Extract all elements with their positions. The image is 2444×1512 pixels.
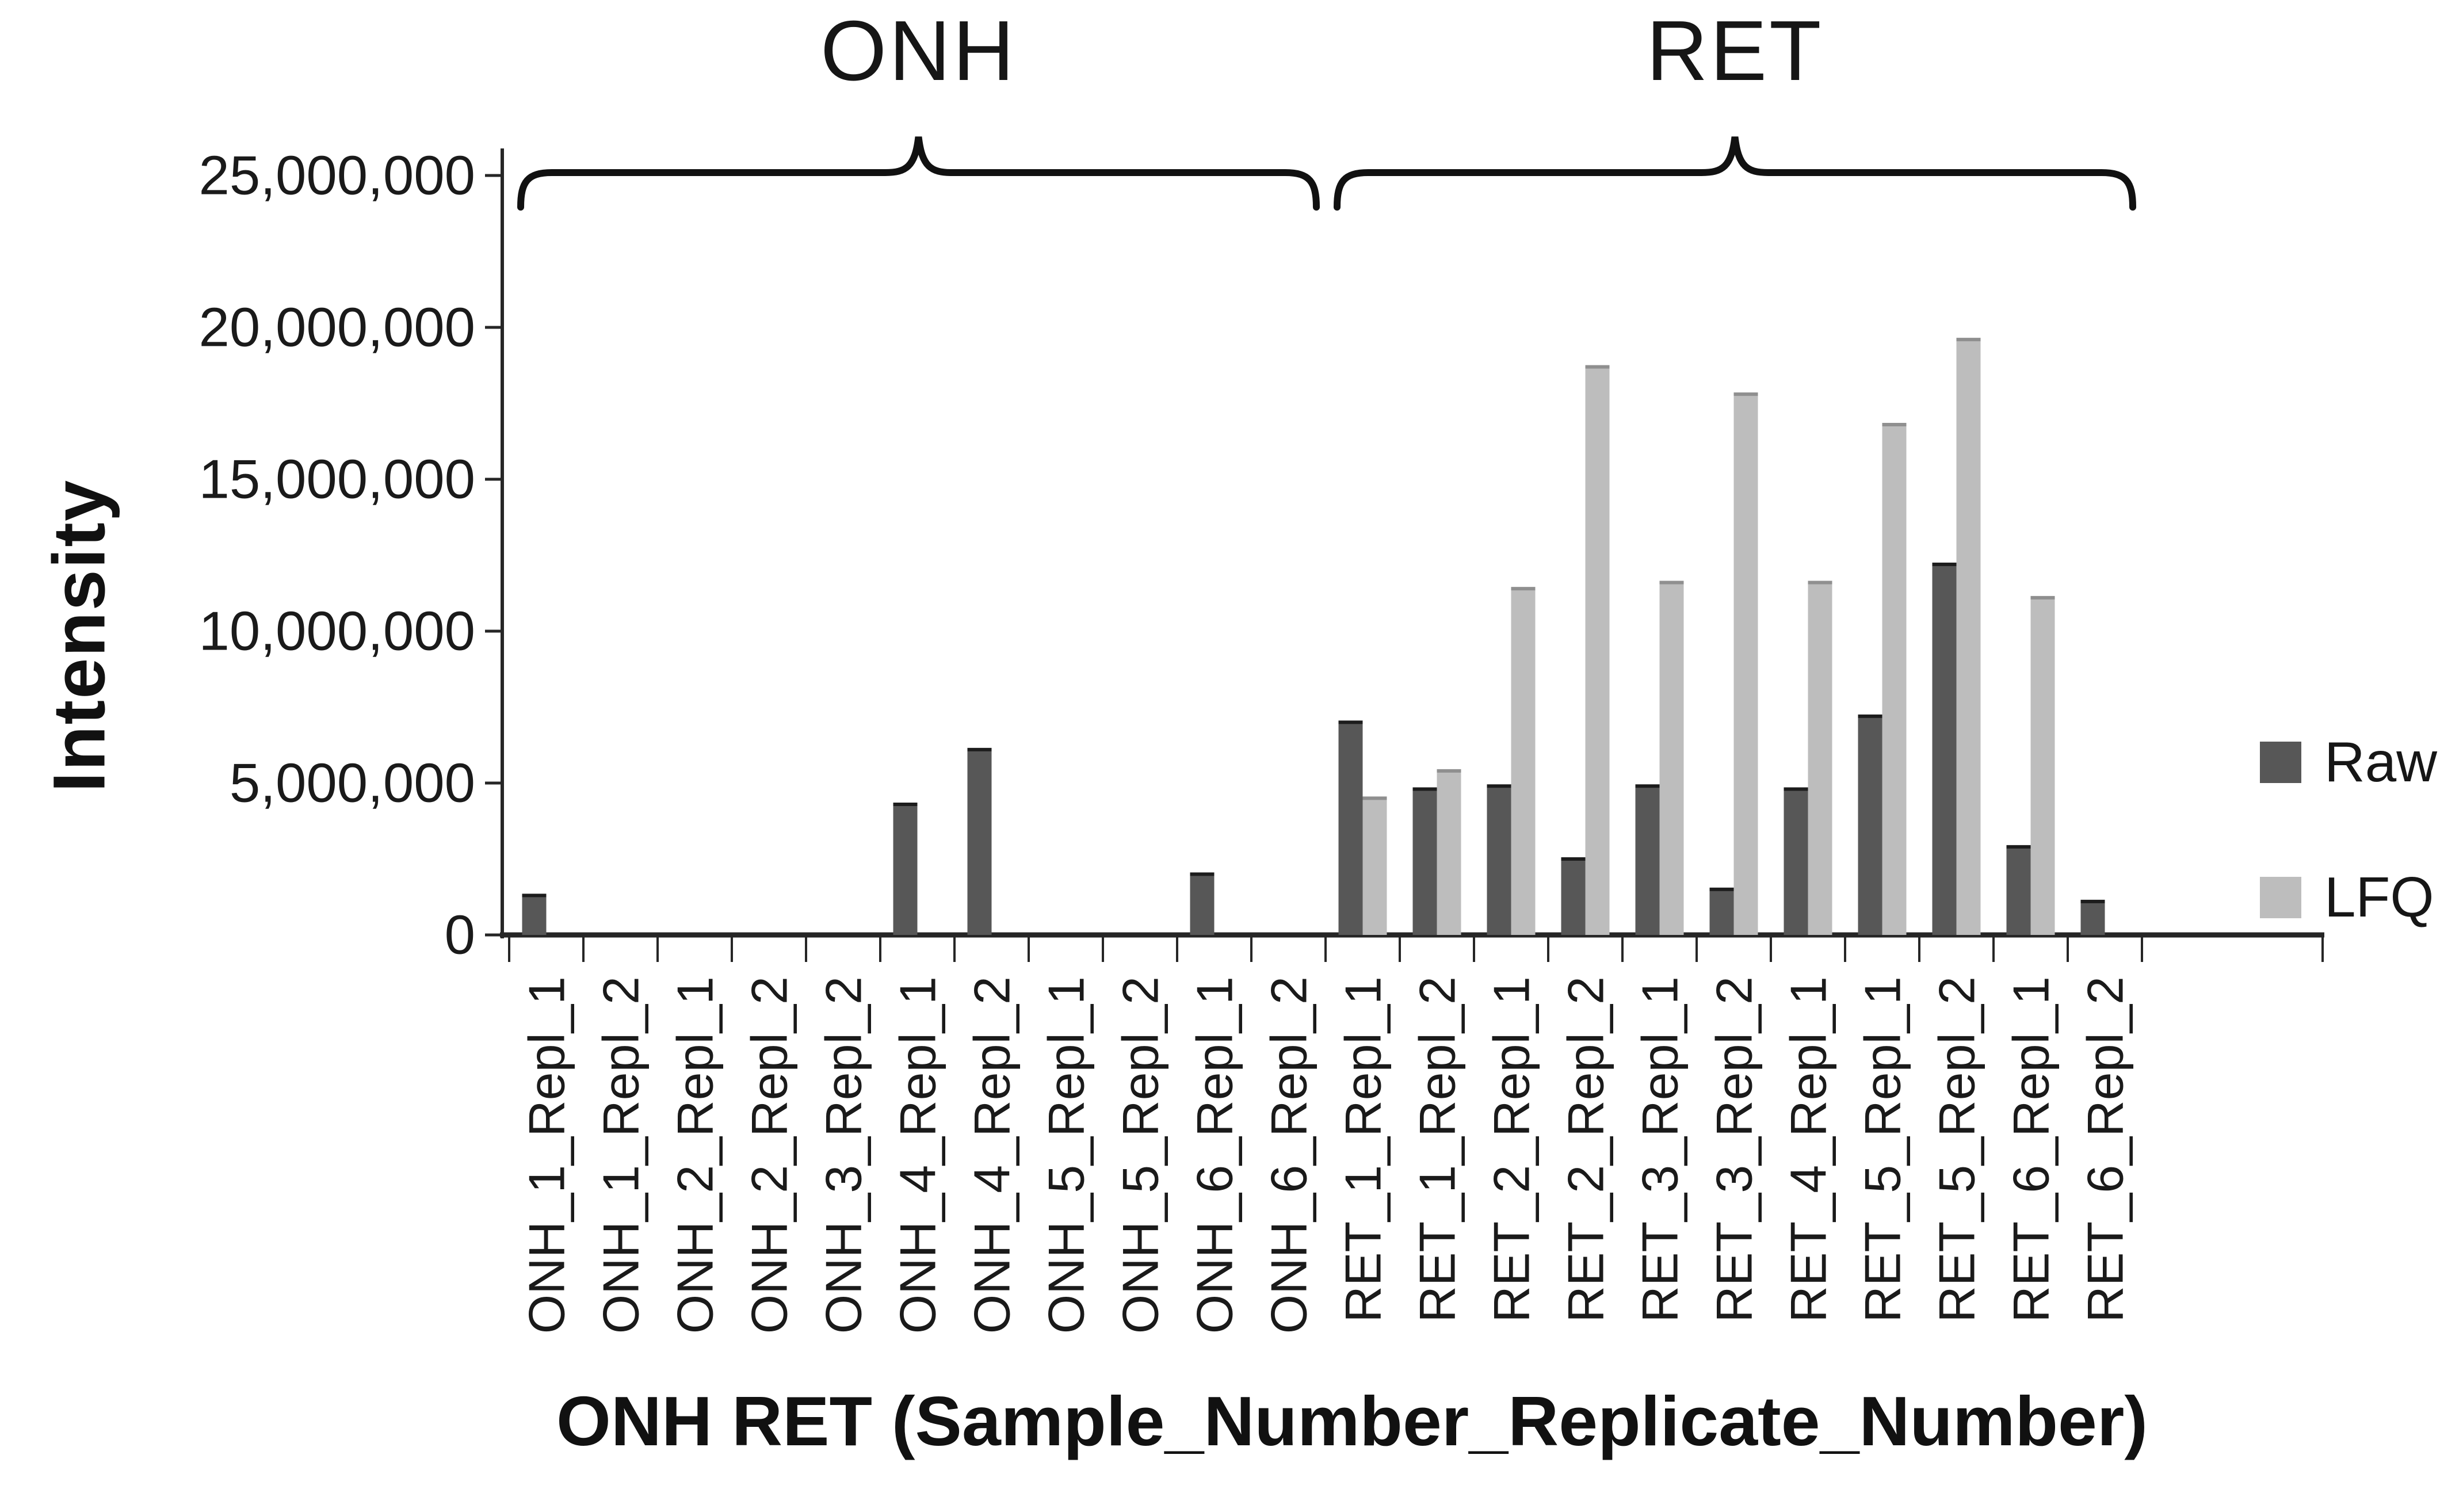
bar-raw-ONH_4_Repl_2 [967,749,992,935]
bar-raw-ONH_6_Repl_1 [1190,874,1215,935]
x-tick-label: ONH_1_Repl_1 [518,976,575,1334]
y-tick-label: 20,000,000 [199,297,475,358]
x-tick-label: ONH_4_Repl_1 [889,976,946,1334]
bar-raw-RET_6_Repl_1 [2006,846,2031,935]
x-tick-label: ONH_4_Repl_2 [964,976,1021,1334]
x-tick-label: RET_3_Repl_1 [1632,976,1689,1323]
legend-label-lfq: LFQ [2324,865,2434,929]
y-axis-title: Intensity [38,479,121,793]
bar-lfq-RET_2_Repl_1 [1511,589,1536,935]
y-tick-label: 5,000,000 [230,753,475,814]
x-tick-label: ONH_5_Repl_1 [1038,976,1095,1334]
bar-lfq-RET_1_Repl_1 [1362,798,1387,935]
bar-raw-RET_2_Repl_1 [1487,786,1511,935]
x-tick-label: ONH_2_Repl_1 [667,976,724,1334]
y-tick-label: 0 [445,904,475,966]
x-tick-label: ONH_5_Repl_2 [1112,976,1169,1334]
x-tick-label: ONH_2_Repl_2 [741,976,798,1334]
bar-raw-ONH_1_Repl_1 [522,895,547,935]
y-tick-label: 10,000,000 [199,601,475,662]
bar-lfq-RET_5_Repl_1 [1882,424,1907,935]
bar-raw-RET_1_Repl_2 [1412,789,1437,935]
legend: Raw LFQ [2260,730,2437,930]
bar-raw-RET_3_Repl_2 [1709,889,1734,935]
bar-lfq-RET_2_Repl_2 [1585,366,1610,935]
legend-swatch-lfq-icon [2260,876,2301,918]
x-tick-label: RET_2_Repl_1 [1483,976,1540,1323]
x-tick-label: RET_5_Repl_2 [1929,976,1985,1323]
bar-raw-RET_5_Repl_2 [1932,564,1957,935]
bar-lfq-RET_1_Repl_2 [1437,770,1461,935]
bar-lfq-RET_3_Repl_2 [1733,394,1758,935]
x-tick-label: ONH_3_Repl_2 [815,976,872,1334]
y-tick-label: 15,000,000 [199,449,475,510]
x-tick-label: RET_4_Repl_1 [1780,976,1837,1323]
group-brace-onh [517,136,1320,211]
bar-lfq-RET_4_Repl_1 [1808,582,1832,935]
x-tick-label: ONH_6_Repl_1 [1186,976,1243,1334]
group-label-ret: RET [1646,3,1824,98]
x-tick-label: RET_3_Repl_2 [1706,976,1763,1323]
bar-raw-RET_1_Repl_1 [1338,722,1363,935]
bar-lfq-RET_5_Repl_2 [1956,339,1981,935]
x-tick-label: ONH_1_Repl_2 [593,976,650,1334]
x-tick-label: RET_5_Repl_1 [1854,976,1911,1323]
bar-raw-RET_6_Repl_2 [2080,901,2105,935]
bar-raw-RET_5_Repl_1 [1858,716,1882,935]
legend-item-lfq: LFQ [2260,865,2437,930]
x-axis-title: ONH RET (Sample_Number_Replicate_Number) [556,1382,2148,1460]
x-tick-label: RET_2_Repl_2 [1557,976,1614,1323]
x-tick-label: RET_1_Repl_1 [1335,976,1392,1323]
bar-lfq-RET_3_Repl_1 [1659,582,1684,935]
x-tick-label: RET_1_Repl_2 [1409,976,1466,1323]
legend-swatch-raw-icon [2260,741,2301,783]
bar-raw-RET_2_Repl_2 [1561,859,1586,935]
bar-raw-RET_3_Repl_1 [1635,786,1660,935]
y-tick-label: 25,000,000 [199,145,475,207]
x-tick-label: ONH_6_Repl_2 [1261,976,1318,1334]
x-tick-label: RET_6_Repl_2 [2077,976,2134,1323]
group-brace-ret [1334,136,2136,211]
bar-raw-RET_4_Repl_1 [1784,789,1808,935]
x-tick-label: RET_6_Repl_1 [2003,976,2060,1323]
bar-raw-ONH_4_Repl_1 [893,804,918,935]
legend-label-raw: Raw [2324,730,2438,793]
group-label-onh: ONH [820,3,1017,98]
legend-item-raw: Raw [2260,730,2437,795]
bar-lfq-RET_6_Repl_1 [2030,597,2055,935]
